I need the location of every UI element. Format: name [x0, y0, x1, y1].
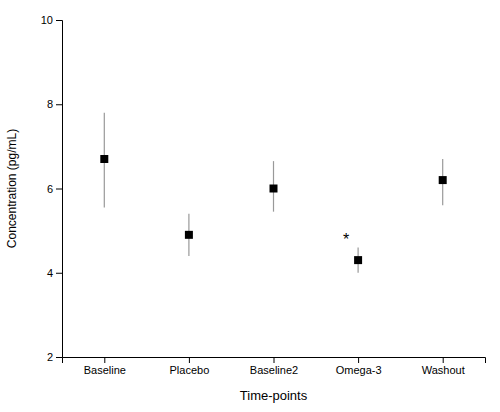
point	[185, 231, 193, 239]
x-tick-mark	[104, 357, 105, 363]
y-tick-label: 2	[47, 351, 53, 363]
x-tick: Washout	[422, 357, 465, 376]
x-axis-title: Time-points	[240, 388, 308, 403]
x-axis: Baseline Placebo Baseline2 Omega-3 Washout	[63, 357, 486, 376]
x-tick-label: Placebo	[170, 364, 210, 376]
x-axis-line	[63, 358, 486, 364]
annotation: *	[343, 231, 349, 248]
y-axis-title: Concentration (pg/mL)	[5, 129, 19, 248]
y-tick-mark	[56, 357, 62, 358]
point	[100, 155, 108, 163]
x-tick: Baseline2	[250, 357, 298, 376]
point	[439, 176, 447, 184]
y-axis: 2 4 6 8 10	[41, 14, 63, 363]
x-tick-label: Washout	[422, 364, 465, 376]
x-tick-mark	[189, 357, 190, 363]
x-tick-label: Baseline	[84, 364, 126, 376]
x-tick-mark	[358, 357, 359, 363]
x-tick: Omega-3	[336, 357, 382, 376]
y-tick: 4	[47, 267, 62, 279]
x-tick-mark	[443, 357, 444, 363]
y-tick-mark	[56, 104, 62, 105]
y-tick: 2	[47, 351, 62, 363]
x-tick-label: Omega-3	[336, 364, 382, 376]
y-tick-label: 10	[41, 14, 53, 26]
y-tick-label: 4	[47, 267, 53, 279]
x-tick-mark	[274, 357, 275, 363]
y-tick-mark	[56, 273, 62, 274]
y-tick-mark	[56, 20, 62, 21]
y-tick-label: 6	[47, 183, 53, 195]
chart: Baseline Placebo Baseline2 Omega-3 Washout 2 4…	[0, 0, 500, 412]
point	[270, 185, 278, 193]
x-tick: Placebo	[170, 357, 210, 376]
x-tick: Baseline	[84, 357, 126, 376]
y-tick-label: 8	[47, 98, 53, 110]
x-tick-label: Baseline2	[250, 364, 298, 376]
marks	[100, 113, 446, 273]
y-tick: 8	[47, 98, 62, 110]
y-tick-mark	[56, 189, 62, 190]
y-axis-line	[56, 21, 63, 358]
point	[354, 256, 362, 264]
y-tick: 10	[41, 14, 62, 26]
y-tick: 6	[47, 183, 62, 195]
plot-area: Baseline Placebo Baseline2 Omega-3 Washout 2 4…	[41, 14, 486, 376]
